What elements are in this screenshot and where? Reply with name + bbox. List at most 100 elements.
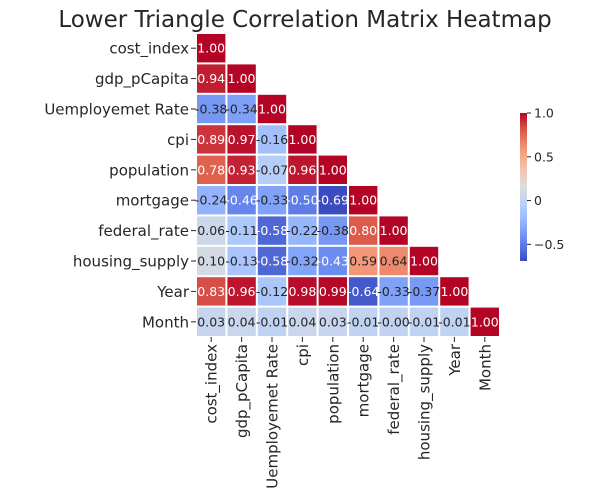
heatmap-cell-8-5: [349, 277, 378, 306]
heatmap-cell-4-1: [227, 155, 256, 184]
heatmap-cell-9-4: [318, 307, 347, 336]
colorbar-tick-label: 1.0: [534, 106, 554, 121]
cell-label-5-2: -0.33: [256, 193, 288, 208]
column-label: Uemployemet Rate: [264, 344, 282, 489]
cell-label-4-3: 0.96: [288, 162, 316, 177]
heatmap-cell-3-0: [197, 125, 226, 154]
cell-label-8-7: -0.37: [408, 284, 440, 299]
cell-label-9-3: 0.04: [288, 314, 316, 329]
cell-label-7-4: -0.43: [317, 254, 349, 269]
heatmap-cell-2-1: [227, 94, 256, 124]
heatmap-cell-9-9: [470, 307, 499, 336]
column-label: Month: [476, 344, 494, 391]
cell-label-0-0: 1.00: [197, 41, 225, 56]
cell-label-9-9: 1.00: [471, 314, 499, 329]
heatmap-cell-2-0: [197, 94, 226, 124]
heatmap-cell-5-5: [349, 186, 378, 215]
cell-label-2-0: -0.38: [195, 102, 227, 117]
cell-label-1-0: 0.94: [197, 71, 225, 86]
colorbar-tick-label: −0.5: [534, 237, 564, 252]
heatmap-cell-5-0: [197, 186, 226, 215]
heatmap-cell-5-4: [318, 186, 347, 215]
heatmap-cell-5-1: [227, 186, 256, 215]
heatmap-cell-7-4: [318, 246, 347, 276]
cell-label-7-3: -0.32: [286, 254, 318, 269]
heatmap-cell-9-1: [227, 307, 256, 336]
cell-label-7-2: -0.58: [256, 254, 288, 269]
heatmap-cell-1-0: [197, 64, 226, 93]
row-label: gdp_pCapita: [95, 70, 189, 89]
heatmap-cell-6-2: [257, 216, 287, 245]
cell-label-8-2: -0.12: [256, 284, 288, 299]
colorbar-tick-label: 0.5: [534, 149, 554, 164]
cell-label-8-6: -0.33: [377, 284, 409, 299]
cell-label-7-7: 1.00: [410, 254, 438, 269]
row-label: Uemployemet Rate: [44, 101, 189, 119]
heatmap-cell-6-6: [379, 216, 408, 245]
heatmap-cell-7-1: [227, 246, 256, 276]
heatmap-cell-8-2: [257, 277, 287, 306]
cell-label-6-4: -0.38: [317, 223, 349, 238]
heatmap-cell-5-2: [257, 186, 287, 215]
row-label: housing_supply: [73, 253, 189, 272]
cell-label-4-1: 0.93: [228, 162, 256, 177]
cell-label-6-6: 1.00: [380, 223, 408, 238]
column-label: gdp_pCapita: [233, 344, 252, 438]
heatmap-cell-2-2: [257, 94, 287, 124]
heatmap-cell-7-3: [288, 246, 317, 276]
heatmap-cell-8-3: [288, 277, 317, 306]
heatmap-cell-5-3: [288, 186, 317, 215]
cell-label-9-6: -0.00: [377, 314, 409, 329]
heatmap-cell-9-5: [349, 307, 378, 336]
heatmap-cell-9-2: [257, 307, 287, 336]
cell-label-9-1: 0.04: [228, 314, 256, 329]
heatmap-cell-3-3: [288, 125, 317, 154]
column-labels: cost_index gdp_pCapita Uemployemet Rate cpi…: [203, 337, 494, 489]
cell-label-9-8: -0.01: [438, 314, 470, 329]
cell-label-6-2: -0.58: [256, 223, 288, 238]
colorbar-tick-label: 0: [534, 193, 542, 208]
cell-label-5-1: -0.46: [225, 193, 257, 208]
heatmap-cell-3-1: [227, 125, 256, 154]
cell-label-9-7: -0.01: [408, 314, 440, 329]
heatmap-cell-8-1: [227, 277, 256, 306]
cell-label-7-6: 0.64: [380, 254, 408, 269]
row-label: population: [109, 161, 189, 179]
heatmap-cell-3-2: [257, 125, 287, 154]
column-label: mortgage: [355, 344, 373, 417]
cell-label-3-3: 1.00: [288, 132, 316, 147]
heatmap-cell-9-8: [440, 307, 469, 336]
cell-label-9-5: -0.01: [347, 314, 379, 329]
cell-label-7-0: 0.10: [197, 254, 225, 269]
cell-label-3-2: -0.16: [256, 132, 288, 147]
cell-label-5-4: -0.69: [317, 193, 349, 208]
row-label: Year: [156, 283, 190, 301]
heatmap-cell-6-0: [197, 216, 226, 245]
heatmap-cell-7-2: [257, 246, 287, 276]
colorbar-gradient: [520, 113, 527, 261]
heatmap-cell-4-2: [257, 155, 287, 184]
column-label: Year: [446, 343, 464, 377]
column-label: housing_supply: [416, 344, 435, 460]
cell-label-5-3: -0.50: [286, 193, 318, 208]
row-label: cost_index: [109, 40, 189, 59]
heatmap-cells: 1.000.94 1.00-0.38-0.34 1.000.89 0.97 -0.16 1…: [195, 34, 499, 336]
heatmap-cell-7-6: [379, 246, 408, 276]
cell-label-9-0: 0.03: [197, 314, 225, 329]
heatmap-cell-9-6: [379, 307, 408, 336]
heatmap-cell-6-4: [318, 216, 347, 245]
heatmap-cell-7-0: [197, 246, 226, 276]
cell-label-5-5: 1.00: [349, 193, 377, 208]
cell-label-6-0: 0.06: [197, 223, 225, 238]
row-labels: cost_index gdp_pCapita Uemployemet Rate cpi…: [44, 40, 196, 331]
cell-label-1-1: 1.00: [228, 71, 256, 86]
cell-label-4-0: 0.78: [197, 162, 225, 177]
column-label: cpi: [294, 344, 312, 366]
cell-label-6-1: -0.11: [225, 223, 257, 238]
heatmap-cell-6-3: [288, 216, 317, 245]
cell-label-9-2: -0.01: [256, 314, 288, 329]
row-label: federal_rate: [98, 222, 189, 241]
heatmap-cell-6-1: [227, 216, 256, 245]
heatmap-cell-4-4: [318, 155, 347, 184]
